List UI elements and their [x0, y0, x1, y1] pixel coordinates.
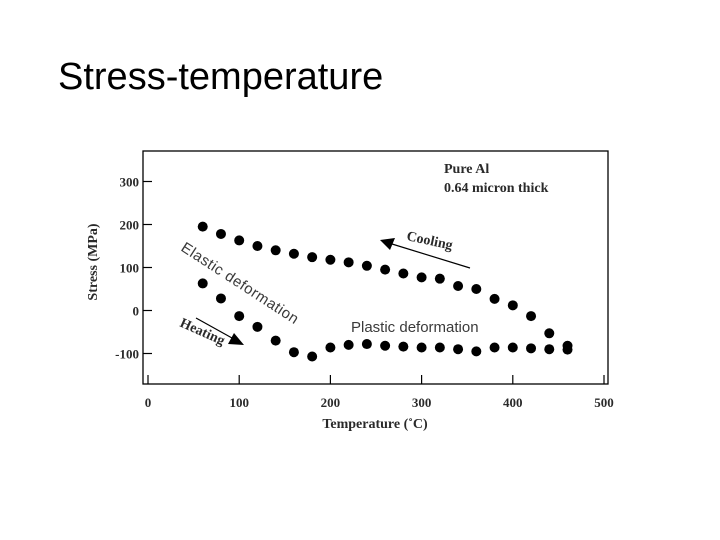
heating-data-point [562, 344, 573, 355]
heating-data-point [215, 293, 226, 304]
x-tick-label: 400 [503, 395, 523, 410]
x-tick-label: 200 [321, 395, 341, 410]
cooling-data-point [343, 257, 354, 268]
y-tick-label: 300 [120, 175, 140, 190]
cooling-data-point [507, 300, 518, 311]
cooling-data-point [252, 241, 263, 251]
cooling-data-point [544, 328, 555, 339]
heating-data-point [416, 342, 427, 353]
heating-arrow [195, 317, 244, 345]
heating-data-point [234, 311, 245, 322]
cooling-data-point [325, 254, 336, 265]
heating-data-point [526, 343, 537, 354]
heating-data-point [544, 344, 555, 355]
cooling-data-point [471, 284, 482, 294]
heating-data-point [252, 321, 263, 332]
sample-label-thickness: 0.64 micron thick [444, 181, 549, 196]
x-tick-label: 0 [145, 395, 152, 410]
cooling-data-point [270, 245, 281, 256]
heating-data-point [361, 339, 372, 350]
heating-data-point [288, 347, 299, 358]
heating-data-point [380, 340, 391, 351]
heating-data-point [507, 342, 518, 353]
x-tick-label: 100 [229, 395, 249, 410]
cooling-data-point [453, 280, 464, 291]
cooling-data-point [489, 293, 500, 304]
x-tick-label: 500 [594, 395, 614, 410]
cooling-data-point [398, 268, 409, 279]
cooling-data-point [197, 221, 208, 232]
heating-data-point [343, 339, 354, 350]
y-tick-label: 200 [120, 218, 140, 233]
axis-ticks: 300 200 100 0 -100 0 100 200 300 400 500 [115, 175, 614, 411]
cooling-data-point [526, 311, 537, 322]
y-tick-label: -100 [115, 347, 139, 362]
heating-data-point [434, 342, 445, 353]
cooling-data-point [288, 248, 299, 259]
heating-data-point [398, 341, 409, 352]
heating-data-point [471, 346, 482, 357]
x-axis-title: Temperature (˚C) [322, 417, 428, 432]
y-tick-label: 0 [133, 304, 140, 319]
heating-data-point [325, 342, 336, 353]
heating-data-point [453, 344, 464, 355]
plastic-deformation-label: Plastic deformation [351, 319, 479, 336]
y-tick-label: 100 [120, 261, 140, 276]
cooling-data-point [215, 228, 226, 239]
y-axis-title: Stress (MPa) [86, 223, 101, 300]
heating-data-point [489, 342, 500, 353]
cooling-data-point [434, 273, 445, 284]
data-points [197, 221, 573, 362]
heating-data-point [270, 335, 281, 346]
cooling-data-point [380, 264, 391, 275]
heating-data-point [197, 278, 208, 289]
cooling-data-point [307, 252, 318, 263]
cooling-arrow [380, 238, 471, 269]
slide-title: Stress-temperature [58, 56, 384, 98]
heating-data-point [307, 351, 318, 362]
cooling-data-point [416, 272, 427, 283]
cooling-data-point [234, 235, 245, 246]
x-tick-label: 300 [412, 395, 432, 410]
sample-label-material: Pure Al [444, 162, 489, 177]
cooling-data-point [361, 260, 372, 271]
